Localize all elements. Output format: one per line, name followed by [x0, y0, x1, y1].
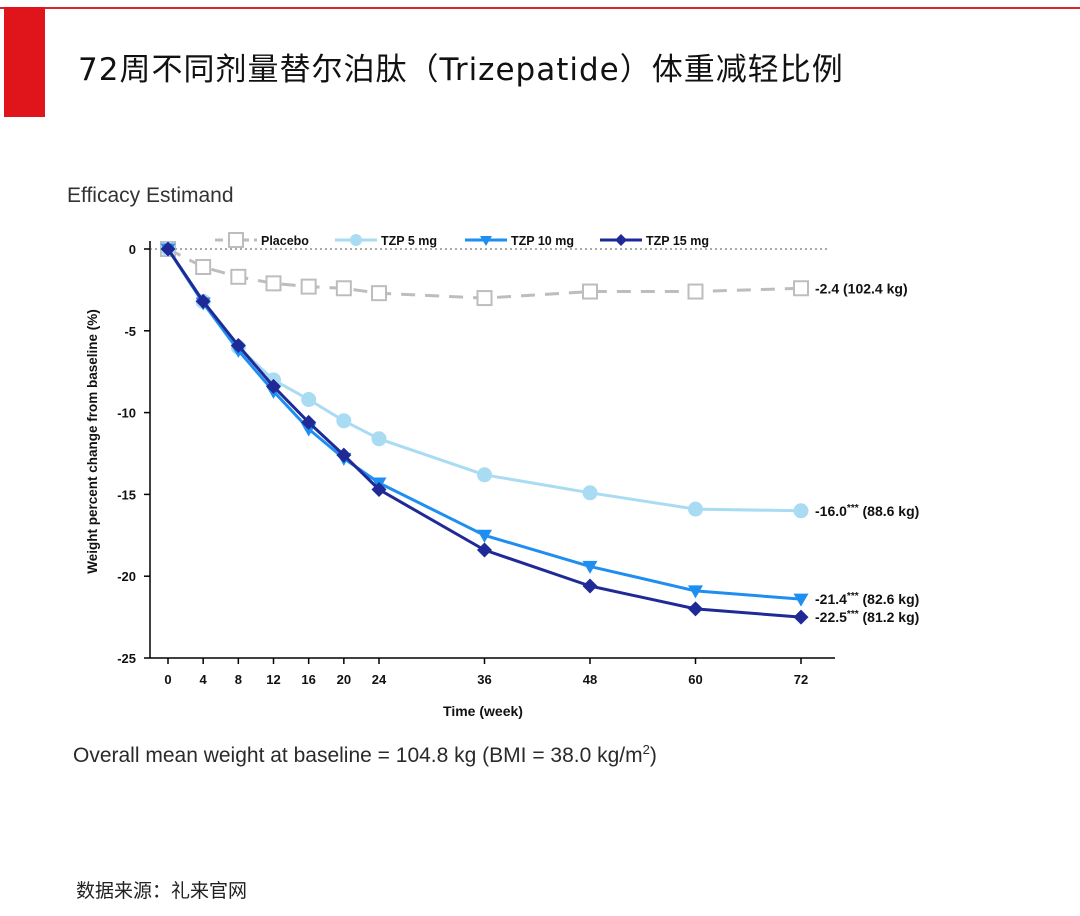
baseline-footnote-sup: 2 — [642, 742, 650, 757]
data-point-tzp-15-mg — [688, 601, 703, 617]
legend-marker-tzp-5-mg — [350, 234, 362, 246]
data-point-placebo — [265, 275, 282, 292]
end-label-tzp-10-mg: -21.4*** (82.6 kg) — [815, 591, 919, 607]
x-tick-label: 24 — [372, 672, 387, 687]
top-rule — [0, 7, 1080, 9]
y-tick-label: -5 — [124, 324, 136, 339]
end-label-tzp-15-mg: -22.5*** (81.2 kg) — [815, 609, 919, 625]
data-point-tzp-5-mg — [793, 503, 809, 519]
baseline-footnote-close: ) — [649, 744, 657, 767]
data-point-tzp-15-mg — [266, 378, 281, 394]
y-tick-label: -15 — [117, 487, 136, 502]
data-point-tzp-10-mg — [582, 560, 598, 574]
data-point-placebo — [371, 285, 387, 302]
data-point-tzp-15-mg — [477, 542, 492, 558]
y-tick-label: 0 — [129, 242, 136, 257]
y-tick-label: -10 — [117, 406, 136, 421]
data-point-tzp-15-mg — [301, 414, 317, 430]
x-tick-label: 60 — [688, 672, 702, 687]
data-point-tzp-15-mg — [195, 293, 211, 309]
data-point-placebo — [582, 283, 598, 300]
y-tick-label: -25 — [117, 651, 136, 666]
data-point-tzp-10-mg — [793, 593, 809, 607]
data-point-tzp-15-mg — [793, 609, 809, 625]
data-point-tzp-15-mg — [371, 481, 387, 497]
baseline-footnote-text: Overall mean weight at baseline = 104.8 … — [73, 744, 643, 767]
legend-label-tzp-15-mg: TZP 15 mg — [646, 234, 709, 248]
x-tick-label: 0 — [164, 672, 171, 687]
x-tick-label: 16 — [301, 672, 315, 687]
data-point-placebo — [230, 268, 247, 285]
x-tick-label: 20 — [337, 672, 351, 687]
data-point-tzp-5-mg — [477, 467, 492, 483]
data-source: 数据来源：礼来官网 — [76, 880, 248, 902]
data-point-tzp-15-mg — [582, 578, 598, 594]
x-tick-label: 48 — [583, 672, 597, 687]
x-tick-label: 12 — [266, 672, 280, 687]
legend-label-placebo: Placebo — [261, 234, 309, 248]
y-axis-title: Weight percent change from baseline (%) — [85, 309, 100, 574]
chart-legend: Placebo TZP 5 mg TZP 10 mg TZP 15 mg — [215, 232, 709, 248]
chart-plot: -2.4 (102.4 kg) -16.0*** (88.6 kg) -21.4**… — [160, 241, 919, 625]
legend-marker-tzp-10-mg — [480, 236, 492, 246]
data-point-placebo — [687, 283, 704, 300]
legend-marker-placebo — [228, 232, 244, 248]
title-accent-block — [4, 7, 45, 117]
x-tick-label: 72 — [794, 672, 808, 687]
data-point-tzp-10-mg — [477, 529, 492, 543]
data-point-tzp-5-mg — [688, 501, 703, 517]
end-label-placebo: -2.4 (102.4 kg) — [815, 280, 908, 296]
data-point-tzp-5-mg — [301, 392, 317, 408]
data-point-placebo — [335, 280, 352, 297]
x-tick-label: 8 — [235, 672, 242, 687]
legend-marker-tzp-15-mg — [615, 234, 627, 246]
page-title: 72周不同剂量替尔泊肽（Trizepatide）体重减轻比例 — [78, 52, 844, 88]
data-point-tzp-15-mg — [336, 447, 352, 463]
end-label-tzp-5-mg: -16.0*** (88.6 kg) — [815, 503, 919, 519]
y-tick-label: -20 — [117, 569, 136, 584]
chart-subtitle: Efficacy Estimand — [67, 184, 234, 207]
series-line-placebo — [167, 247, 802, 300]
legend-label-tzp-10-mg: TZP 10 mg — [511, 234, 574, 248]
data-point-placebo — [476, 290, 493, 307]
data-point-placebo — [300, 278, 317, 295]
x-axis-title: Time (week) — [443, 703, 523, 719]
x-tick-label: 4 — [200, 672, 208, 687]
data-point-tzp-5-mg — [371, 431, 387, 447]
data-point-tzp-15-mg — [160, 241, 176, 257]
x-tick-label: 36 — [477, 672, 491, 687]
data-point-tzp-5-mg — [336, 413, 352, 429]
data-point-tzp-15-mg — [230, 338, 246, 354]
baseline-footnote: Overall mean weight at baseline = 104.8 … — [73, 742, 657, 768]
legend-label-tzp-5-mg: TZP 5 mg — [381, 234, 437, 248]
data-point-tzp-5-mg — [582, 485, 598, 501]
data-point-tzp-10-mg — [688, 585, 703, 599]
data-point-placebo — [793, 280, 809, 297]
data-point-placebo — [195, 258, 212, 275]
